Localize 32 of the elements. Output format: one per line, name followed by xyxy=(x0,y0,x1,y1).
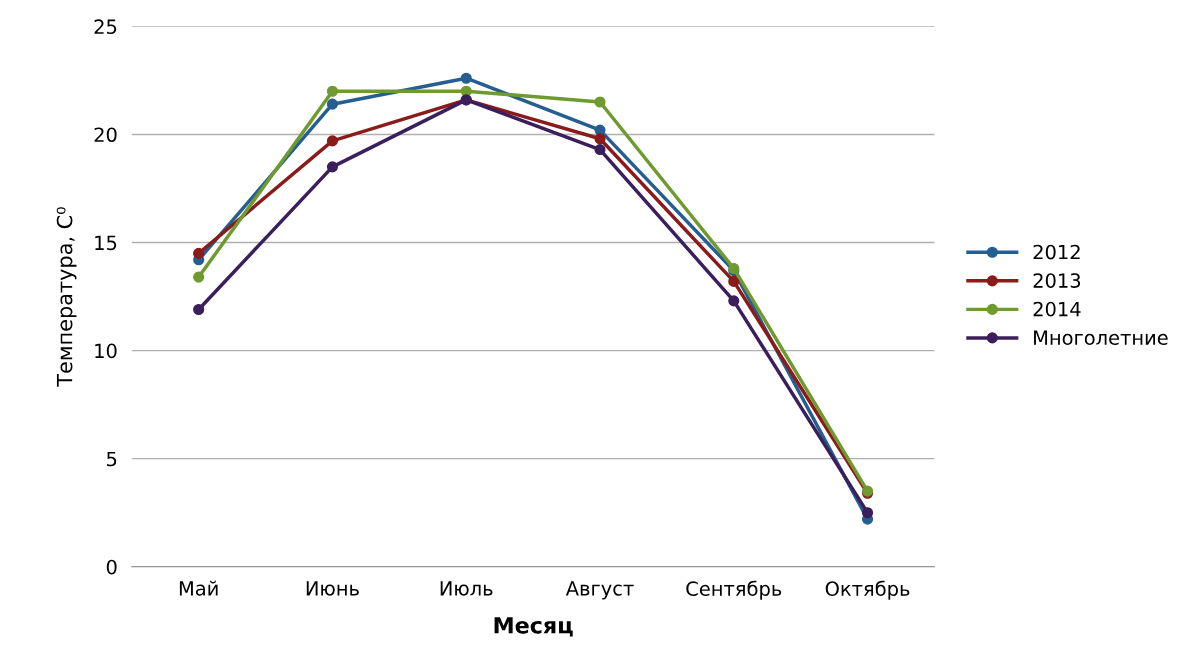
point xyxy=(460,72,472,84)
point xyxy=(326,161,339,173)
legend-label: 2014 xyxy=(1033,301,1081,317)
point xyxy=(193,271,205,283)
x-tick-label: Июнь xyxy=(306,581,359,596)
x-tick-label: Июль xyxy=(440,581,493,596)
x-tick-label: Май xyxy=(179,580,218,596)
y-tick-label: 25 xyxy=(94,19,117,35)
point xyxy=(193,303,205,316)
legend-label: 2012 xyxy=(1033,244,1080,260)
legend-label: 2013 xyxy=(1033,273,1081,288)
point xyxy=(193,247,205,259)
legend-label: Многолетние xyxy=(1034,330,1168,345)
point xyxy=(326,135,339,147)
point xyxy=(594,144,606,156)
point xyxy=(861,507,874,519)
point xyxy=(728,275,740,287)
y-tick-label: 0 xyxy=(106,559,117,575)
x-tick-label: Октябрь xyxy=(825,580,910,600)
point xyxy=(326,98,339,110)
y-tick-label: 20 xyxy=(94,127,117,143)
point xyxy=(728,295,740,307)
x-tick-label: Сентябрь xyxy=(686,580,782,600)
x-axis-title: Месяц xyxy=(494,617,573,637)
point xyxy=(326,85,339,97)
point xyxy=(594,133,606,145)
y-tick-label: 15 xyxy=(95,235,117,251)
y-tick-label: 10 xyxy=(95,343,117,359)
x-tick-label: Август xyxy=(565,581,634,600)
y-tick-label: 5 xyxy=(107,451,117,467)
point xyxy=(594,96,606,108)
y-axis-title: Температура, С⁰ xyxy=(56,207,77,387)
